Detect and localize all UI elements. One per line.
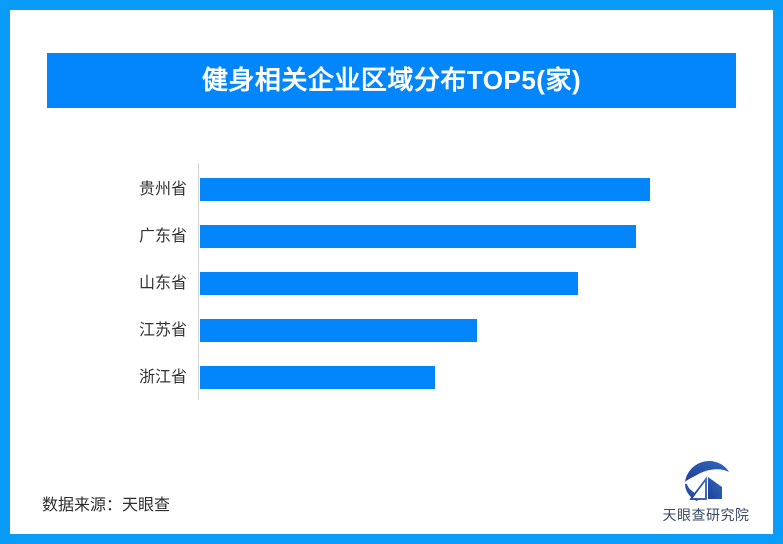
- y-axis-line: [198, 163, 199, 400]
- bar: [200, 319, 477, 342]
- bar-category-label: 江苏省: [138, 322, 187, 339]
- bar-category-label: 山东省: [138, 275, 187, 292]
- bar: [200, 225, 636, 248]
- bar-category-label: 贵州省: [138, 181, 187, 198]
- chart-bar-row: 江苏省: [10, 319, 773, 342]
- chart-bar-row: 山东省: [10, 272, 773, 295]
- bar-chart: 贵州省 广东省 山东省 江苏省 浙江省: [10, 10, 773, 534]
- chart-bar-row: 浙江省: [10, 366, 773, 389]
- tianyancha-logo-icon: [685, 461, 729, 501]
- chart-bar-row: 贵州省: [10, 178, 773, 201]
- data-source-text: 数据来源：天眼查: [42, 497, 171, 514]
- bar-category-label: 广东省: [138, 228, 187, 245]
- chart-title-banner: 健身相关企业区域分布TOP5(家): [47, 53, 736, 108]
- brand-logo: 天眼查研究院: [658, 458, 754, 525]
- chart-bar-row: 广东省: [10, 225, 773, 248]
- chart-title: 健身相关企业区域分布TOP5(家): [201, 65, 582, 95]
- bar-category-label: 浙江省: [138, 369, 187, 386]
- bar: [200, 178, 650, 201]
- brand-logo-text: 天眼查研究院: [662, 507, 750, 523]
- bar: [200, 366, 435, 389]
- bar: [200, 272, 578, 295]
